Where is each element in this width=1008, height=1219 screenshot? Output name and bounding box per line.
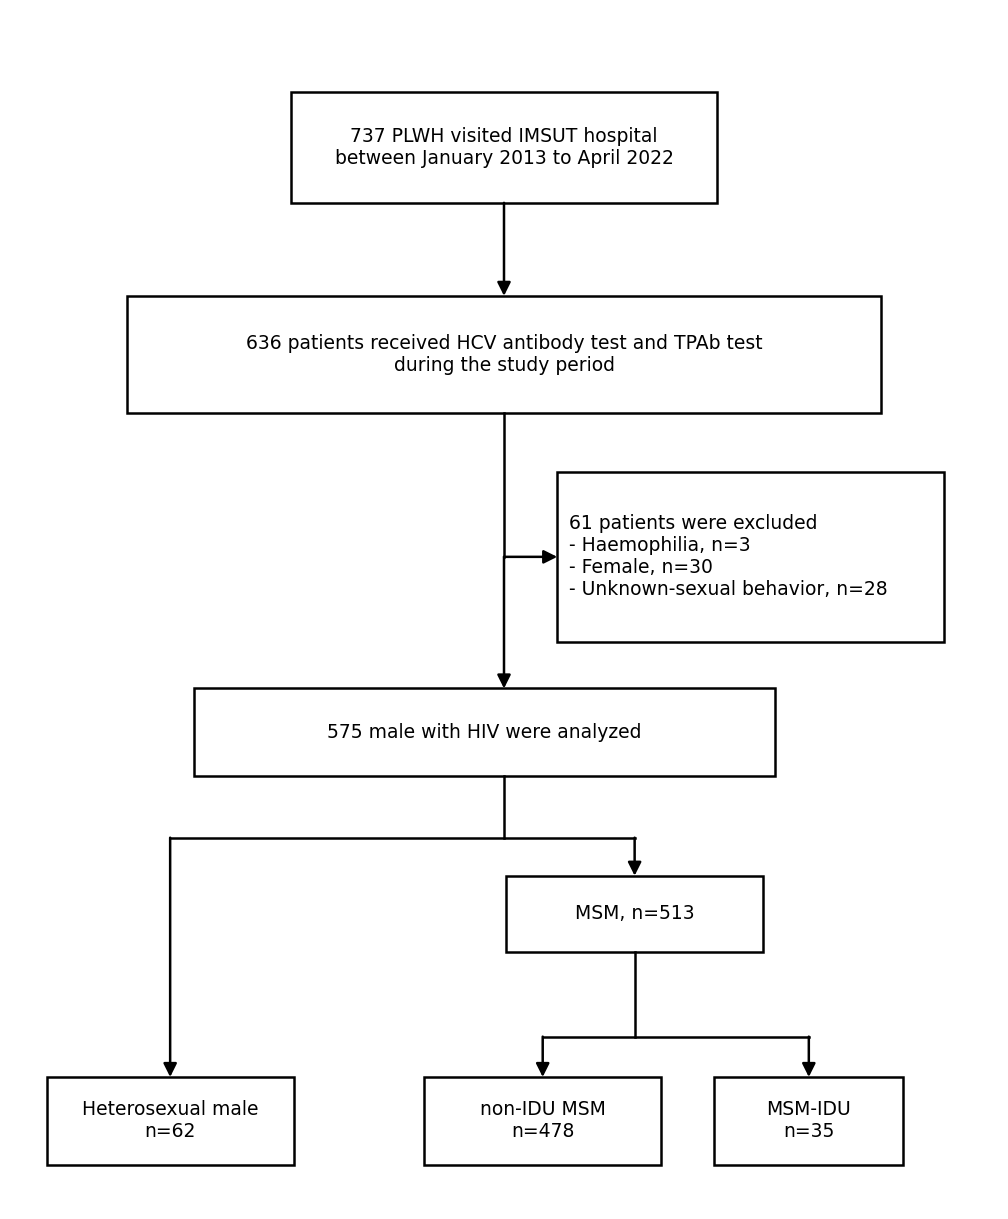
Bar bbox=[46, 1078, 293, 1165]
Text: 636 patients received HCV antibody test and TPAb test
during the study period: 636 patients received HCV antibody test … bbox=[246, 334, 762, 375]
Bar bbox=[715, 1078, 903, 1165]
Bar bbox=[506, 875, 763, 952]
Text: Heterosexual male
n=62: Heterosexual male n=62 bbox=[82, 1101, 258, 1141]
Bar bbox=[195, 689, 775, 777]
Bar bbox=[557, 472, 944, 641]
Bar bbox=[424, 1078, 661, 1165]
Bar bbox=[127, 296, 881, 413]
Text: 61 patients were excluded
- Haemophilia, n=3
- Female, n=30
- Unknown-sexual beh: 61 patients were excluded - Haemophilia,… bbox=[569, 514, 887, 600]
Text: MSM-IDU
n=35: MSM-IDU n=35 bbox=[766, 1101, 851, 1141]
Text: non-IDU MSM
n=478: non-IDU MSM n=478 bbox=[480, 1101, 606, 1141]
Text: MSM, n=513: MSM, n=513 bbox=[575, 904, 695, 923]
Text: 737 PLWH visited IMSUT hospital
between January 2013 to April 2022: 737 PLWH visited IMSUT hospital between … bbox=[335, 127, 673, 168]
Text: 575 male with HIV were analyzed: 575 male with HIV were analyzed bbox=[328, 723, 642, 742]
Bar bbox=[291, 91, 717, 202]
